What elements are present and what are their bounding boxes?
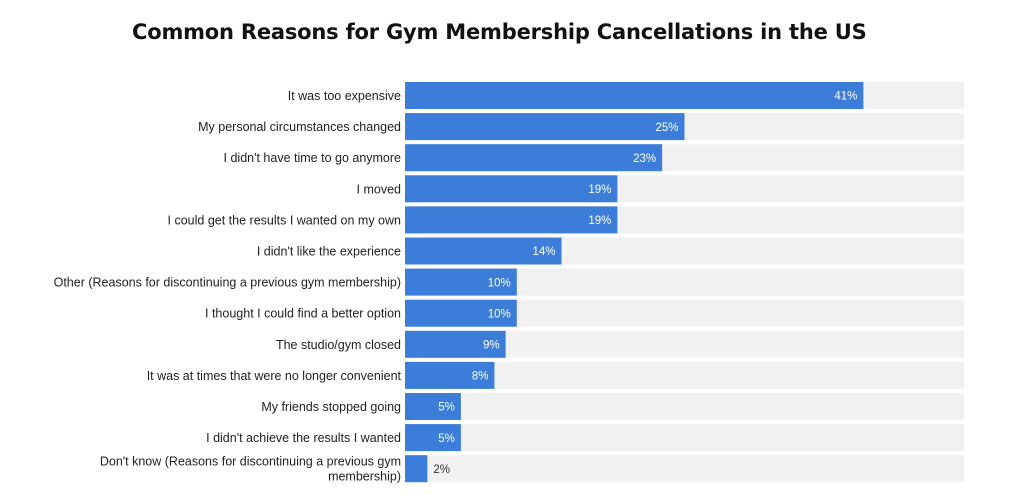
value-label: 9% <box>483 340 500 352</box>
category-label-line: I didn't like the experience <box>257 245 401 259</box>
category-label-line: I could get the results I wanted on my o… <box>168 213 402 227</box>
bar <box>405 268 517 296</box>
bar <box>405 82 864 109</box>
category-label-line: Don't know (Reasons for discontinuing a … <box>100 455 401 469</box>
bar <box>405 455 428 483</box>
category-label: My personal circumstances changed <box>198 120 401 134</box>
category-label-line: The studio/gym closed <box>276 338 401 352</box>
bar-track <box>405 424 964 452</box>
category-label-line: It was at times that were no longer conv… <box>147 369 402 383</box>
value-label: 19% <box>588 215 611 227</box>
chart-title: Common Reasons for Gym Membership Cancel… <box>132 20 867 44</box>
category-label: Other (Reasons for discontinuing a previ… <box>54 276 401 290</box>
bar-rows: It was too expensive 41% My personal circu… <box>54 82 964 484</box>
bar <box>405 144 663 172</box>
category-label: I didn't achieve the results I wanted <box>206 431 401 445</box>
bar <box>405 206 618 234</box>
category-label-line: My friends stopped going <box>261 400 401 414</box>
category-label: It was too expensive <box>288 89 401 103</box>
category-label: Don't know (Reasons for discontinuing a … <box>100 455 401 484</box>
category-label-line: Other (Reasons for discontinuing a previ… <box>54 276 401 290</box>
value-label: 10% <box>488 277 511 289</box>
category-label-line: I didn't have time to go anymore <box>224 151 402 165</box>
category-label: I thought I could find a better option <box>205 307 401 321</box>
bar <box>405 175 618 203</box>
category-label-line: I didn't achieve the results I wanted <box>206 431 401 445</box>
category-label: It was at times that were no longer conv… <box>147 369 402 383</box>
bar <box>405 361 495 389</box>
bar <box>405 424 461 452</box>
bar <box>405 393 461 420</box>
value-label: 23% <box>633 153 656 165</box>
bar <box>405 237 562 265</box>
bar <box>405 330 506 358</box>
category-label-line: I thought I could find a better option <box>205 307 401 321</box>
bar <box>405 299 517 327</box>
category-label-line: My personal circumstances changed <box>198 120 401 134</box>
category-label: I could get the results I wanted on my o… <box>168 213 402 227</box>
value-label: 5% <box>438 402 455 414</box>
category-label-line: I moved <box>357 182 402 196</box>
category-label: I didn't like the experience <box>257 245 401 259</box>
value-label: 19% <box>588 184 611 196</box>
category-label: The studio/gym closed <box>276 338 401 352</box>
value-label: 10% <box>488 308 511 320</box>
value-label: 8% <box>472 371 489 383</box>
bar-track <box>405 455 964 483</box>
value-label: 2% <box>433 464 450 476</box>
bar-track <box>405 393 964 420</box>
bar <box>405 113 685 141</box>
bar-track <box>405 361 964 389</box>
category-label: My friends stopped going <box>261 400 401 414</box>
category-label: I didn't have time to go anymore <box>224 151 402 165</box>
category-label: I moved <box>357 182 402 196</box>
value-label: 5% <box>438 433 455 445</box>
category-label-line: It was too expensive <box>288 89 401 103</box>
value-label: 25% <box>655 122 678 134</box>
value-label: 41% <box>834 91 857 103</box>
value-label: 14% <box>532 246 555 258</box>
category-label-line: membership) <box>328 470 401 484</box>
